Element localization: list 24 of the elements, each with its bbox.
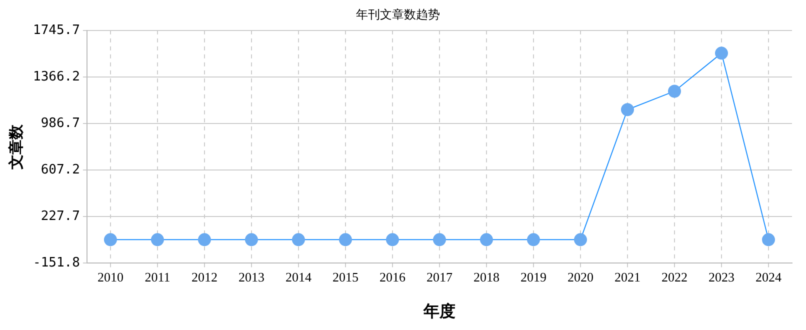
x-tick-label: 2016: [379, 269, 406, 284]
y-tick-label: 607.2: [40, 162, 80, 178]
x-tick-label: 2011: [144, 269, 170, 284]
y-tick-label: 1366.2: [32, 69, 80, 84]
x-tick-label: 2020: [567, 269, 594, 284]
y-axis-title: 文章数: [6, 123, 25, 170]
y-tick-label: 986.7: [40, 116, 80, 131]
x-tick-label: 2021: [614, 269, 640, 284]
x-axis-title: 年度: [422, 302, 456, 321]
x-tick-label: 2018: [473, 269, 500, 284]
x-tick-label: 2023: [708, 269, 734, 284]
x-tick-label: 2015: [332, 269, 358, 284]
y-tick-label: 227.7: [40, 209, 80, 224]
x-tick-label: 2017: [426, 269, 453, 284]
x-tick-label: 2019: [520, 269, 546, 284]
x-tick-label: 2022: [661, 269, 688, 284]
x-tick-label: 2010: [97, 269, 124, 284]
chart-title: 年刊文章数趋势: [356, 7, 440, 22]
y-tick-label: 1745.7: [32, 22, 80, 38]
x-tick-label: 2024: [756, 269, 782, 284]
x-tick-label: 2012: [191, 269, 218, 284]
x-tick-label: 2013: [238, 269, 264, 284]
y-tick-label: -151.8: [32, 256, 80, 271]
x-tick-label: 2014: [285, 269, 312, 284]
